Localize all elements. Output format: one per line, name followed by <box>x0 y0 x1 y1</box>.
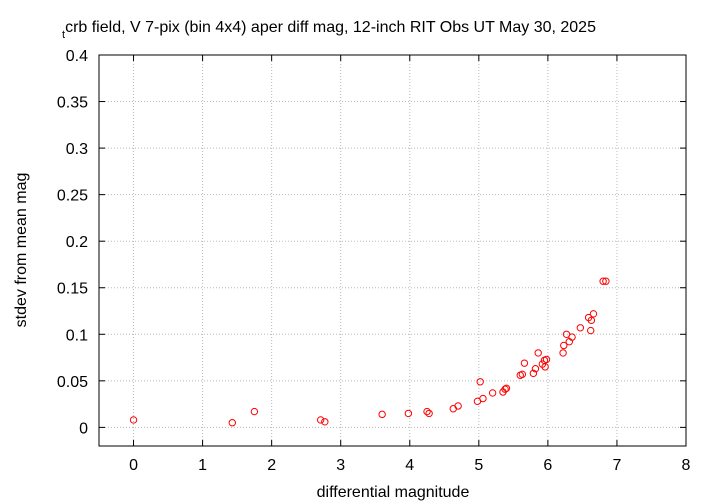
data-point <box>560 341 568 350</box>
data-point <box>518 370 527 379</box>
x-tick-label: 6 <box>543 457 552 474</box>
y-tick-label: 0.1 <box>66 327 88 344</box>
data-point <box>559 349 567 357</box>
x-tick-label: 5 <box>474 457 483 474</box>
data-point <box>423 407 431 416</box>
x-axis-label: differential magnitude <box>317 484 470 501</box>
x-tick-label: 8 <box>682 457 691 474</box>
data-point <box>586 326 595 335</box>
data-point <box>576 324 585 332</box>
data-point <box>316 416 325 424</box>
y-tick-label: 0.2 <box>66 234 88 251</box>
y-tick-label: 0.3 <box>66 141 88 158</box>
x-tick-label: 4 <box>405 457 414 474</box>
grid <box>99 54 687 446</box>
data-point <box>542 355 551 364</box>
data-point <box>129 416 138 424</box>
data-point <box>501 385 509 393</box>
data-point <box>589 310 598 318</box>
data-point <box>488 389 497 397</box>
data-point <box>250 407 259 416</box>
axis-ticks: 0 1 2 3 4 5 6 7 8 0 0.05 0.1 0.15 0.2 0.25 0.3 0.35 0.4 <box>57 48 691 474</box>
x-tick-label: 0 <box>129 457 138 474</box>
data-point <box>404 409 413 418</box>
plot-frame <box>98 54 687 447</box>
data-point <box>228 419 236 427</box>
data-point <box>587 316 596 325</box>
data-point <box>534 349 542 357</box>
data-point <box>454 402 462 410</box>
data-point <box>479 394 487 403</box>
data-point <box>378 410 386 419</box>
data-point <box>599 277 607 285</box>
data-point <box>529 369 538 378</box>
y-tick-label: 0.35 <box>57 95 88 112</box>
data-point <box>425 409 433 418</box>
y-tick-label: 0.15 <box>57 281 88 298</box>
data-point <box>321 418 329 426</box>
data-points <box>129 277 610 427</box>
y-tick-label: 0.05 <box>57 374 88 391</box>
data-point <box>476 378 484 386</box>
data-point <box>449 405 457 413</box>
x-tick-label: 2 <box>267 457 276 474</box>
data-point <box>568 333 576 341</box>
data-point <box>531 365 540 373</box>
x-tick-label: 7 <box>612 457 621 474</box>
x-tick-label: 1 <box>198 457 207 474</box>
chart-title-prefix: t <box>62 29 65 41</box>
data-point <box>502 384 511 392</box>
data-point <box>520 359 529 367</box>
y-tick-label: 0.25 <box>57 188 88 205</box>
y-tick-label: 0 <box>79 420 88 437</box>
x-tick-label: 3 <box>336 457 345 474</box>
data-point <box>602 277 610 285</box>
data-point <box>541 363 549 371</box>
chart-title: tcrb field, V 7-pix (bin 4x4) aper diff … <box>62 19 596 41</box>
y-axis-label: stdev from mean mag <box>13 173 30 328</box>
y-tick-label: 0.4 <box>66 48 88 65</box>
chart-title-text: crb field, V 7-pix (bin 4x4) aper diff m… <box>65 19 596 36</box>
